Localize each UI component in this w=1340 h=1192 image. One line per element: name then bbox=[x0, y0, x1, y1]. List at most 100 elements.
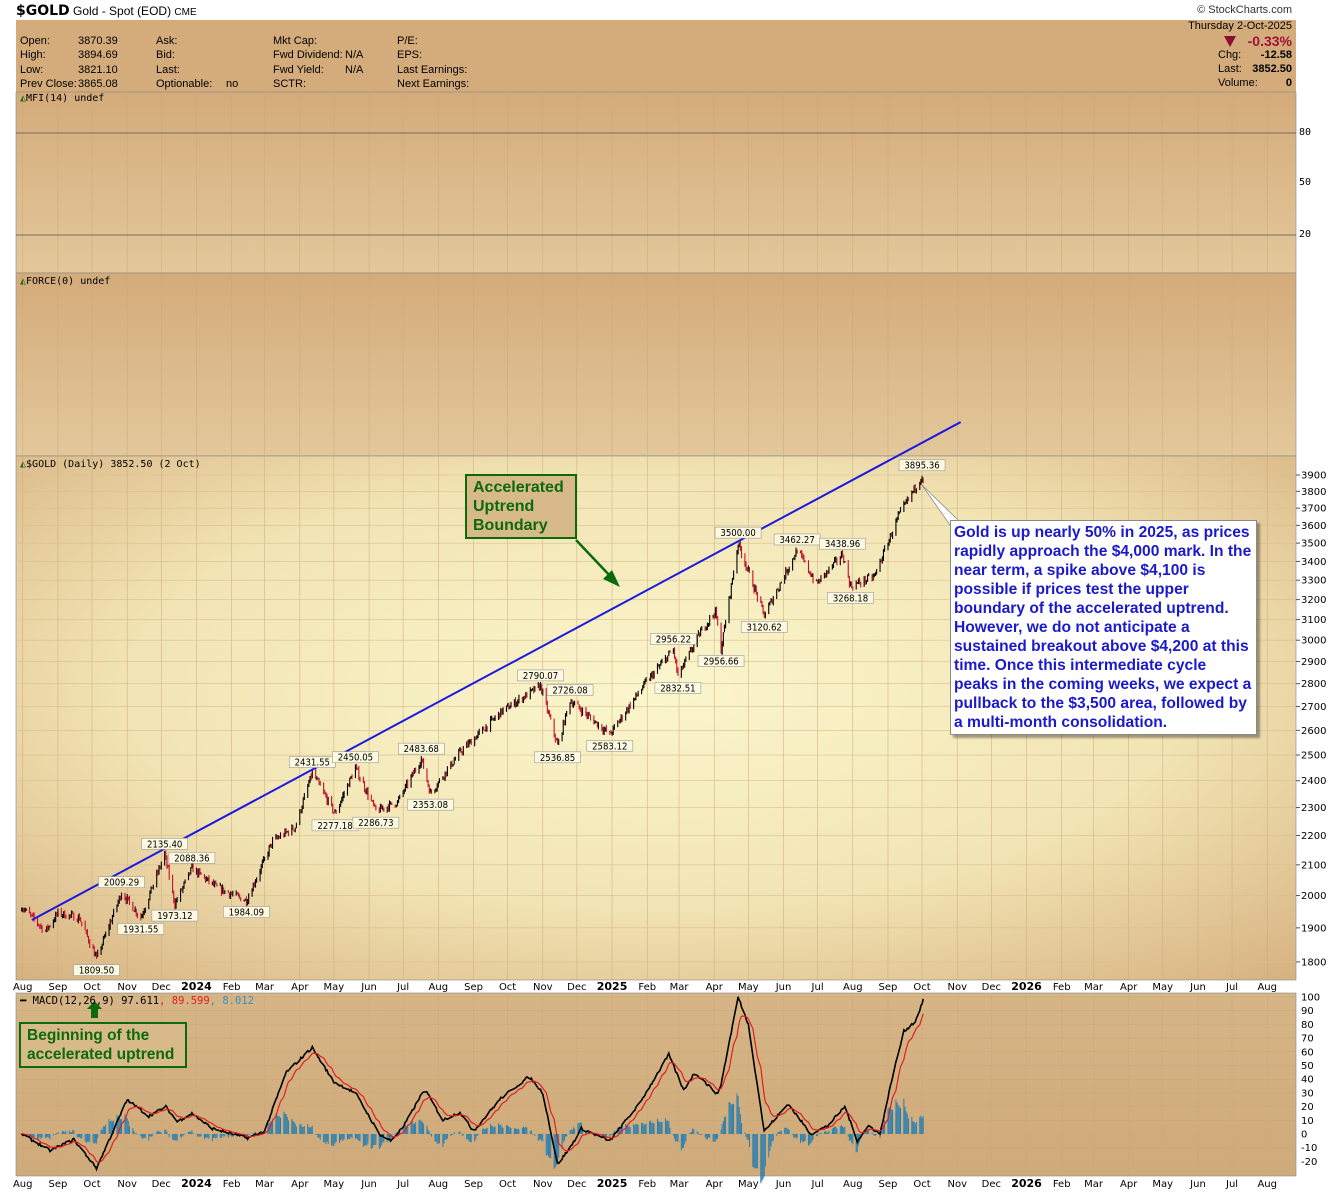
month-tick-label: Jul bbox=[396, 982, 409, 993]
price-label-box bbox=[168, 852, 216, 864]
indicator-icon: ◭ bbox=[20, 276, 27, 287]
down-triangle-icon bbox=[1223, 36, 1236, 47]
price-label: 2790.07 bbox=[523, 671, 558, 682]
last-value: 3852.50 bbox=[1252, 63, 1292, 75]
month-tick-label: Sep bbox=[464, 1179, 483, 1190]
month-tick-label: May bbox=[738, 982, 759, 993]
indicator-icon: ◭ bbox=[20, 93, 27, 104]
info-label: P/E: bbox=[397, 35, 418, 47]
macd-tick-label: -10 bbox=[1301, 1143, 1317, 1154]
month-tick-label: Jul bbox=[811, 982, 824, 993]
last-label: Last: bbox=[1218, 63, 1242, 75]
month-tick-label: Nov bbox=[947, 982, 967, 993]
commentary-note: Gold is up nearly 50% in 2025, as prices… bbox=[950, 520, 1257, 735]
price-tick-label: 3200 bbox=[1301, 595, 1326, 606]
mfi-tick: 20 bbox=[1299, 229, 1312, 240]
percent-change-value: -0.33% bbox=[1247, 33, 1292, 49]
month-tick-label: Feb bbox=[638, 1179, 656, 1190]
price-labels: 1809.50 2009.29 1931.55 2135.40 1973.12 2088.… bbox=[73, 459, 946, 977]
price-label-box bbox=[546, 684, 594, 696]
price-tick-label: 3600 bbox=[1301, 521, 1326, 532]
price-label-box bbox=[534, 751, 581, 764]
info-label: Mkt Cap: bbox=[273, 35, 318, 47]
indicator-icon: ◭ bbox=[20, 459, 27, 470]
info-label: Next Earnings: bbox=[397, 77, 470, 90]
begin-annotation-box: Beginning of the accelerated uptrend bbox=[19, 1022, 187, 1068]
price-label-text: $GOLD (Daily) 3852.50 (2 Oct) bbox=[26, 459, 201, 470]
info-value: 3865.08 bbox=[78, 77, 118, 90]
month-tick-label: Nov bbox=[117, 1179, 137, 1190]
month-tick-label: Dec bbox=[152, 982, 171, 993]
quote-date: Thursday 2-Oct-2025 bbox=[1188, 20, 1292, 32]
info-label: Ask: bbox=[156, 35, 178, 47]
price-label-box bbox=[332, 751, 379, 764]
force-label: ◭FORCE(0) undef bbox=[20, 276, 110, 287]
month-tick-label: Aug bbox=[429, 982, 449, 993]
month-tick-label: Jul bbox=[811, 1179, 824, 1190]
price-label-box bbox=[827, 592, 874, 604]
macd-tick-label: 20 bbox=[1301, 1102, 1314, 1113]
month-tick-label: Sep bbox=[879, 982, 898, 993]
price-label: 2088.36 bbox=[174, 853, 209, 864]
month-tick-label: 2024 bbox=[181, 980, 212, 993]
info-label: Low: bbox=[20, 63, 44, 76]
price-label: 3500.00 bbox=[720, 528, 755, 539]
month-tick-label: Dec bbox=[567, 1179, 586, 1190]
month-tick-label: Oct bbox=[499, 982, 516, 993]
month-tick-label: 2024 bbox=[181, 1177, 212, 1190]
month-tick-label: May bbox=[1152, 1179, 1173, 1190]
force-panel bbox=[15, 272, 1297, 457]
month-tick-label: Mar bbox=[1084, 982, 1104, 993]
month-tick-label: Nov bbox=[947, 1179, 967, 1190]
price-tick-label: 2600 bbox=[1301, 726, 1326, 737]
price-label-box bbox=[397, 742, 445, 755]
price-tick-label: 1800 bbox=[1301, 957, 1326, 968]
month-tick-label: Feb bbox=[223, 1179, 241, 1190]
macd-tick-label: 40 bbox=[1301, 1075, 1314, 1086]
month-tick-label: 2026 bbox=[1011, 980, 1042, 993]
price-label: 1931.55 bbox=[123, 924, 158, 935]
month-tick-label: Aug bbox=[843, 982, 863, 993]
mfi-label-text: MFI(14) undef bbox=[26, 93, 105, 104]
month-tick-label: Apr bbox=[706, 982, 724, 993]
price-tick-label: 2200 bbox=[1301, 831, 1326, 842]
price-tick-label: 3100 bbox=[1301, 615, 1326, 626]
month-tick-label: Sep bbox=[879, 1179, 898, 1190]
macd-tick-label: -20 bbox=[1301, 1157, 1317, 1168]
price-label: 2431.55 bbox=[295, 758, 330, 769]
price-tick-label: 2500 bbox=[1301, 751, 1326, 762]
price-label: 1984.09 bbox=[229, 908, 264, 919]
price-label-box bbox=[352, 816, 400, 829]
month-tick-label: Nov bbox=[533, 982, 553, 993]
month-tick-label: Jul bbox=[396, 1179, 409, 1190]
month-tick-label: Sep bbox=[464, 982, 483, 993]
info-label: Fwd Yield: bbox=[273, 63, 324, 76]
info-label: SCTR: bbox=[273, 77, 306, 90]
month-tick-label: Feb bbox=[638, 982, 656, 993]
month-tick-label: Jun bbox=[775, 1179, 792, 1190]
macd-tick-label: 80 bbox=[1301, 1020, 1314, 1031]
info-panel bbox=[16, 20, 1296, 92]
price-tick-label: 2000 bbox=[1301, 891, 1326, 902]
month-tick-label: Feb bbox=[1053, 982, 1071, 993]
price-label: 2450.05 bbox=[338, 753, 373, 764]
stockcharts-credit[interactable]: © StockCharts.com bbox=[1197, 4, 1292, 16]
macd-signal-line bbox=[21, 1013, 924, 1163]
price-label-box bbox=[740, 621, 788, 633]
price-tick-label: 3300 bbox=[1301, 576, 1326, 587]
price-label: 2483.68 bbox=[404, 744, 439, 755]
credit-text: StockCharts.com bbox=[1208, 4, 1292, 16]
month-tick-label: Mar bbox=[670, 982, 690, 993]
macd-panel-label: ━ MACD(12,26,9) 97.611, 89.599, 8.012 bbox=[20, 995, 254, 1007]
info-value: no bbox=[226, 77, 239, 90]
force-label-text: FORCE(0) undef bbox=[26, 276, 111, 287]
macd-line bbox=[20, 996, 924, 1172]
price-label-box bbox=[517, 669, 564, 682]
macd-value: 97.611 bbox=[121, 995, 160, 1007]
month-tick-label: Nov bbox=[117, 982, 137, 993]
trend-box-arrowhead bbox=[603, 570, 620, 587]
month-tick-label: Jun bbox=[360, 1179, 377, 1190]
chart-title: $GOLD Gold - Spot (EOD) CME bbox=[16, 3, 197, 19]
price-label: 2583.12 bbox=[592, 741, 627, 752]
uptrend-boundary-line bbox=[31, 421, 962, 921]
